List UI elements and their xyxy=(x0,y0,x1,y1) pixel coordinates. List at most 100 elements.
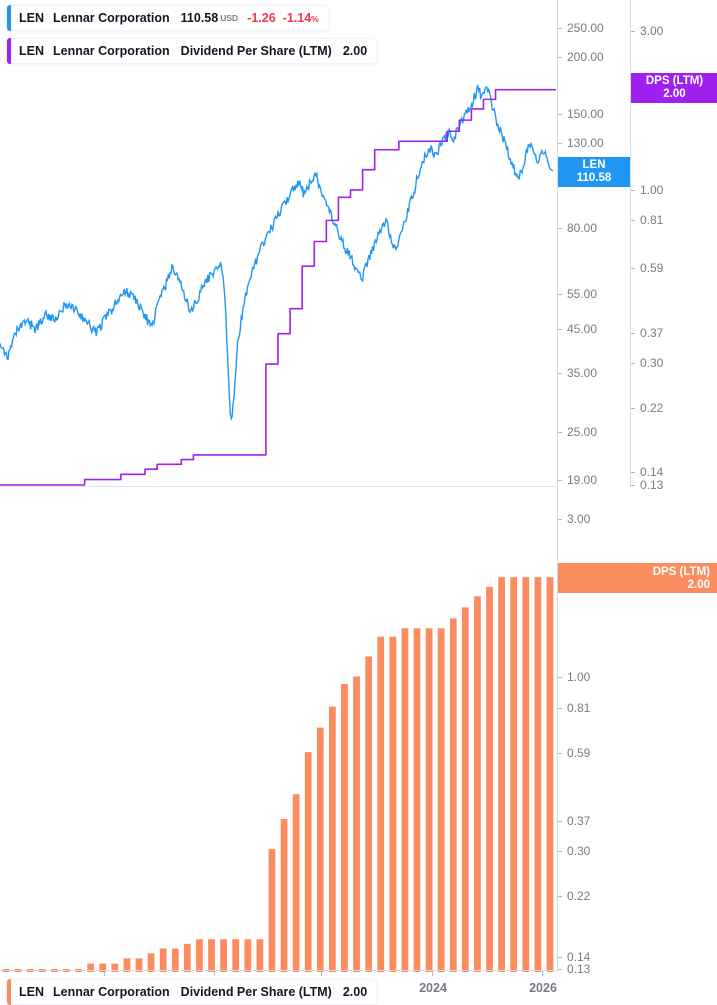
dps-bar xyxy=(449,618,457,972)
tick-dash xyxy=(558,113,562,115)
price-y-axis[interactable]: LEN 110.58 250.00 200.00 150.00 130.00 80.00… xyxy=(557,0,630,487)
dps-legend-bottom[interactable]: LEN Lennar Corporation Dividend Per Shar… xyxy=(6,979,378,1005)
price-chart-svg xyxy=(0,83,556,486)
price-line-series xyxy=(0,83,554,422)
tick-dash xyxy=(558,850,562,852)
dps-bar xyxy=(244,939,252,972)
price-change-pct-value: -1.14 xyxy=(282,11,312,25)
dps-bar xyxy=(171,948,179,972)
tick-dash xyxy=(558,707,562,709)
dps-legend-bottom-value: 2.00 xyxy=(342,985,368,999)
axis-tick: 3.00 xyxy=(558,512,590,526)
dps-y-axis-top[interactable]: DPS (LTM) 2.00 3.00 1.00 0.81 0.59 0.37 0.30 0… xyxy=(630,0,717,492)
axis-tick: 1.00 xyxy=(558,670,590,684)
dps-bar xyxy=(510,577,518,972)
dps-bar xyxy=(534,577,542,972)
dps-last-badge-top: DPS (LTM) 2.00 xyxy=(631,73,717,103)
tick-label: 0.59 xyxy=(640,261,664,275)
price-legend-swatch xyxy=(7,5,11,31)
dps-bar xyxy=(183,943,191,972)
price-badge-value: 110.58 xyxy=(576,172,612,184)
tick-dash xyxy=(558,142,562,144)
tick-label: 45.00 xyxy=(567,322,598,336)
axis-tick: 0.22 xyxy=(558,889,590,903)
axis-tick: 0.22 xyxy=(631,401,663,415)
price-legend[interactable]: LEN Lennar Corporation 110.58 USD -1.26 … xyxy=(6,5,329,31)
dps-bar xyxy=(413,628,421,972)
tick-dash xyxy=(631,332,635,334)
tick-dash xyxy=(631,189,635,191)
tick-label: 0.59 xyxy=(567,746,591,760)
dps-bar xyxy=(377,636,385,972)
x-tick-dash xyxy=(321,971,323,976)
axis-tick: 0.14 xyxy=(558,950,590,964)
dps-bar xyxy=(437,628,445,972)
axis-tick: 19.00 xyxy=(558,473,597,487)
tick-label: 35.00 xyxy=(567,366,598,380)
dps-bar xyxy=(353,676,360,972)
dps-bar-group xyxy=(2,577,554,972)
axis-tick: 35.00 xyxy=(558,366,597,380)
dps-badge-top-label: DPS (LTM) xyxy=(645,75,704,87)
price-badge-label: LEN xyxy=(582,159,606,171)
x-tick-dash xyxy=(214,971,216,976)
price-legend-last: 110.58 xyxy=(180,11,219,25)
dps-legend-top-value: 2.00 xyxy=(342,44,368,58)
tick-dash xyxy=(631,219,635,221)
dps-bar xyxy=(220,939,227,972)
price-legend-name: Lennar Corporation xyxy=(53,11,170,25)
tick-dash xyxy=(558,752,562,754)
axis-tick: 0.14 xyxy=(631,465,663,479)
dps-bar xyxy=(87,963,95,972)
axis-tick: 0.81 xyxy=(631,213,663,227)
tick-dash xyxy=(558,293,562,295)
dps-bar xyxy=(123,958,131,972)
x-tick-dash xyxy=(104,971,106,976)
dps-bar xyxy=(425,628,433,972)
tick-dash xyxy=(558,895,562,897)
tick-label: 150.00 xyxy=(567,107,604,121)
tick-label: 0.13 xyxy=(567,962,591,976)
price-panel: LEN Lennar Corporation 110.58 USD -1.26 … xyxy=(0,0,717,492)
axis-tick: 0.13 xyxy=(558,962,590,976)
dps-bar xyxy=(99,963,107,972)
tick-dash xyxy=(631,471,635,473)
dps-y-axis-bottom[interactable]: DPS (LTM) 2.00 3.00 1.00 0.81 0.59 0.37 0.30 0… xyxy=(557,487,717,976)
price-plot-area[interactable] xyxy=(0,0,556,487)
dps-legend-top-metric: Dividend Per Share (LTM) xyxy=(180,44,332,58)
tick-dash xyxy=(558,968,562,970)
axis-tick: 0.59 xyxy=(631,261,663,275)
x-axis-tick: 2026 xyxy=(529,971,557,995)
axis-tick: 55.00 xyxy=(558,287,597,301)
price-legend-currency: USD xyxy=(220,13,239,23)
dps-plot-area[interactable] xyxy=(0,487,556,972)
tick-dash xyxy=(631,30,635,32)
tick-label: 25.00 xyxy=(567,425,598,439)
tick-dash xyxy=(558,27,562,29)
price-legend-change-pct: -1.14% xyxy=(283,11,319,25)
tick-label: 200.00 xyxy=(567,50,604,64)
tick-label: 0.22 xyxy=(567,889,591,903)
x-tick-dash xyxy=(542,971,544,976)
tick-label: 80.00 xyxy=(567,221,598,235)
dps-bar xyxy=(316,727,324,972)
axis-tick: 80.00 xyxy=(558,221,597,235)
dps-bar xyxy=(208,939,215,972)
dps-legend-top[interactable]: LEN Lennar Corporation Dividend Per Shar… xyxy=(6,38,378,64)
tick-dash xyxy=(558,820,562,822)
tick-dash xyxy=(558,56,562,58)
tick-label: 3.00 xyxy=(567,512,591,526)
tick-dash xyxy=(558,328,562,330)
tick-label: 1.00 xyxy=(567,670,591,684)
dps-bar xyxy=(389,636,397,972)
tick-dash xyxy=(558,227,562,229)
dps-bar xyxy=(147,953,155,972)
x-tick-label: 2026 xyxy=(529,981,557,995)
axis-tick: 0.59 xyxy=(558,746,590,760)
axis-tick: 1.00 xyxy=(631,183,663,197)
axis-tick: 150.00 xyxy=(558,107,604,121)
dps-legend-top-swatch xyxy=(7,38,11,64)
dps-last-badge-bottom: DPS (LTM) 2.00 xyxy=(558,563,717,593)
dps-bar xyxy=(522,577,530,972)
dps-bar xyxy=(341,683,348,972)
